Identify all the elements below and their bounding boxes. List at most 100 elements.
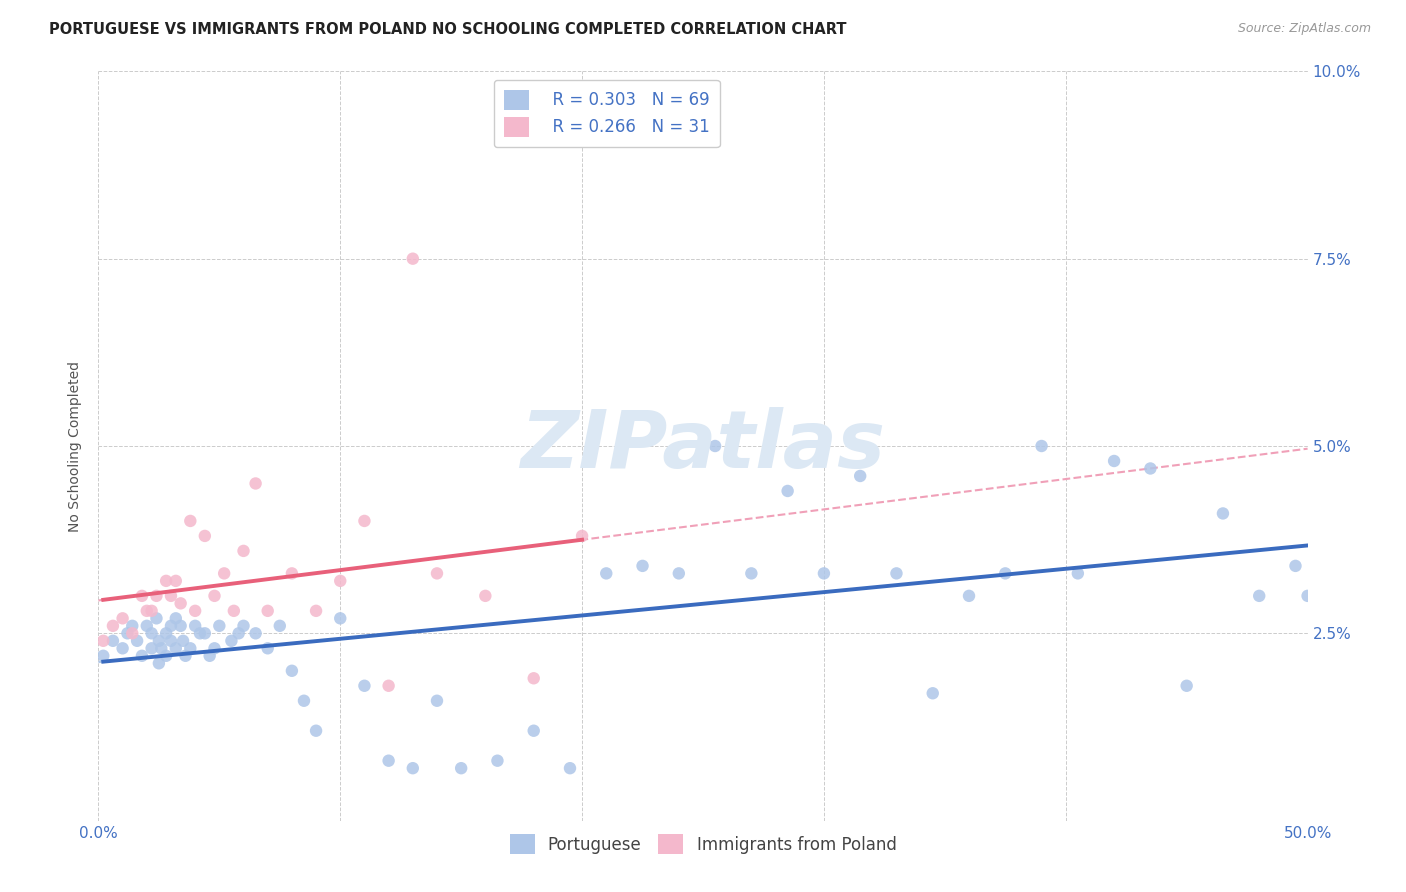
Point [1249,589,1271,603]
Point [174,648,197,663]
Point [169,619,191,633]
Point [426,694,449,708]
Y-axis label: No Schooling Completed: No Schooling Completed [69,360,83,532]
Point [135,619,157,633]
Point [165,611,187,625]
Point [208,619,231,633]
Point [148,657,170,671]
Point [232,619,254,633]
Point [91,633,114,648]
Point [1284,558,1306,573]
Point [145,589,167,603]
Point [127,633,149,648]
Point [1175,679,1198,693]
Point [523,671,546,685]
Point [921,686,943,700]
Point [1296,589,1319,603]
Point [228,626,250,640]
Point [558,761,581,775]
Point [165,574,187,588]
Point [776,483,799,498]
Point [281,664,304,678]
Point [704,439,727,453]
Legend: Portuguese, Immigrants from Poland: Portuguese, Immigrants from Poland [503,828,903,861]
Point [1102,454,1125,468]
Point [1139,461,1161,475]
Point [160,633,183,648]
Point [886,566,908,581]
Point [121,619,143,633]
Point [184,619,207,633]
Point [281,566,304,581]
Point [222,604,245,618]
Point [595,566,617,581]
Point [631,558,654,573]
Point [377,679,399,693]
Text: ZIPatlas: ZIPatlas [520,407,886,485]
Point [194,529,217,543]
Point [329,611,352,625]
Point [256,604,278,618]
Point [194,626,217,640]
Point [849,469,872,483]
Point [994,566,1017,581]
Text: PORTUGUESE VS IMMIGRANTS FROM POLAND NO SCHOOLING COMPLETED CORRELATION CHART: PORTUGUESE VS IMMIGRANTS FROM POLAND NO … [49,22,846,37]
Point [212,566,235,581]
Point [377,754,399,768]
Point [111,641,134,656]
Point [305,723,328,738]
Point [179,514,201,528]
Point [329,574,352,588]
Point [256,641,278,656]
Point [131,589,153,603]
Point [160,589,183,603]
Point [141,626,163,640]
Point [668,566,690,581]
Point [402,252,425,266]
Point [221,633,243,648]
Point [160,619,183,633]
Point [188,626,211,640]
Point [145,611,167,625]
Point [486,754,509,768]
Point [117,626,139,640]
Point [179,641,201,656]
Point [165,641,187,656]
Point [131,648,153,663]
Text: Source: ZipAtlas.com: Source: ZipAtlas.com [1237,22,1371,36]
Point [101,619,124,633]
Point [1067,566,1090,581]
Point [402,761,425,775]
Point [1031,439,1053,453]
Point [135,604,157,618]
Point [184,604,207,618]
Point [957,589,980,603]
Point [353,679,375,693]
Point [204,641,226,656]
Point [1212,507,1234,521]
Point [245,626,267,640]
Point [169,596,191,610]
Point [740,566,762,581]
Point [232,544,254,558]
Point [111,611,134,625]
Point [474,589,496,603]
Point [155,648,177,663]
Point [198,648,221,663]
Point [426,566,449,581]
Point [172,633,194,648]
Point [155,574,177,588]
Point [245,476,267,491]
Point [141,604,163,618]
Point [523,723,546,738]
Point [204,589,226,603]
Point [148,633,170,648]
Point [155,626,177,640]
Point [292,694,315,708]
Point [305,604,328,618]
Point [141,641,163,656]
Point [150,641,173,656]
Point [450,761,472,775]
Point [269,619,291,633]
Point [571,529,593,543]
